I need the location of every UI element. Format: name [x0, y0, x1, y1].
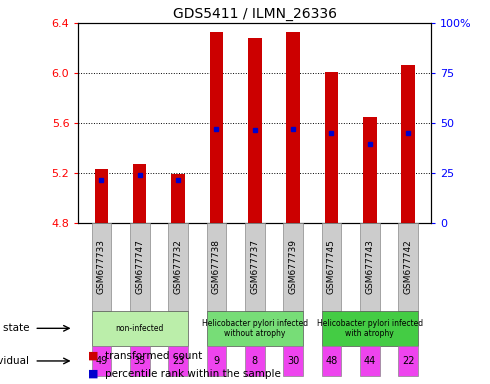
Text: 30: 30 — [287, 356, 299, 366]
Title: GDS5411 / ILMN_26336: GDS5411 / ILMN_26336 — [173, 7, 337, 21]
Text: 22: 22 — [402, 356, 415, 366]
Bar — [172, 174, 185, 223]
Bar — [210, 32, 223, 223]
Text: GSM677739: GSM677739 — [289, 239, 297, 295]
Bar — [248, 38, 262, 223]
Text: 9: 9 — [213, 356, 220, 366]
Text: GSM677738: GSM677738 — [212, 239, 221, 295]
Bar — [133, 164, 147, 223]
Text: non-infected: non-infected — [116, 324, 164, 333]
Text: 44: 44 — [364, 356, 376, 366]
Text: 8: 8 — [252, 356, 258, 366]
Text: disease state: disease state — [0, 323, 29, 333]
Text: 49: 49 — [95, 356, 107, 366]
Bar — [401, 65, 415, 223]
Text: 35: 35 — [134, 356, 146, 366]
Text: 48: 48 — [325, 356, 338, 366]
Bar — [95, 169, 108, 223]
Text: GSM677742: GSM677742 — [404, 240, 413, 294]
Text: transformed count: transformed count — [105, 351, 202, 361]
Text: GSM677732: GSM677732 — [173, 240, 183, 294]
Text: ■: ■ — [88, 369, 98, 379]
Text: Helicobacter pylori infected
with atrophy: Helicobacter pylori infected with atroph… — [317, 319, 423, 338]
Bar — [287, 32, 300, 223]
Text: ■: ■ — [88, 351, 98, 361]
Text: 23: 23 — [172, 356, 184, 366]
Bar — [363, 117, 376, 223]
Text: percentile rank within the sample: percentile rank within the sample — [105, 369, 281, 379]
Bar — [325, 72, 338, 223]
Text: GSM677747: GSM677747 — [135, 240, 144, 294]
Text: GSM677733: GSM677733 — [97, 239, 106, 295]
Text: GSM677737: GSM677737 — [250, 239, 259, 295]
Text: GSM677743: GSM677743 — [366, 240, 374, 294]
Text: GSM677745: GSM677745 — [327, 240, 336, 294]
Text: Helicobacter pylori infected
without atrophy: Helicobacter pylori infected without atr… — [202, 319, 308, 338]
Text: individual: individual — [0, 356, 29, 366]
